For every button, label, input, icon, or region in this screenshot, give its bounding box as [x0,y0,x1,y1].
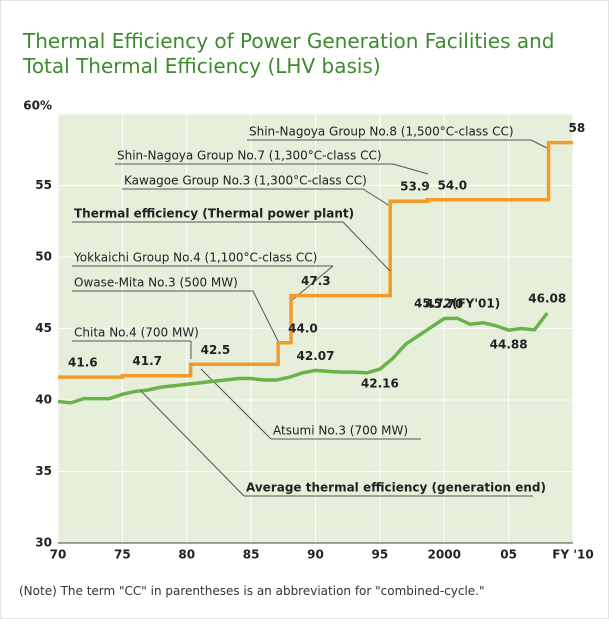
annotation: Kawagoe Group No.3 (1,300°C-class CC) [124,174,367,188]
x-tick-label: 90 [307,548,324,562]
data-label: 58 [569,121,586,135]
leader-line [140,390,245,497]
data-label: 54.0 [438,178,468,192]
leader-line [362,188,391,207]
annotation: Chita No.4 (700 MW) [74,326,199,340]
annotation: Owase-Mita No.3 (500 MW) [74,276,238,290]
series-line [58,140,573,379]
x-tick-label: 75 [114,548,131,562]
x-tick-label: 05 [500,548,517,562]
y-tick-label: 50 [35,250,52,264]
series-name: Average thermal efficiency (generation e… [246,481,546,495]
leader-line [530,139,550,150]
x-tick-label: 85 [243,548,260,562]
x-tick-label: 80 [178,548,195,562]
data-label: 41.7 [132,354,162,368]
data-label: 53.9 [400,180,430,194]
leader-line [252,290,279,342]
leader-line [342,221,391,272]
x-tick-label: 95 [372,548,389,562]
data-label: 47.3 [301,274,331,288]
annotation: Atsumi No.3 (700 MW) [273,424,408,438]
data-label: 42.07 [297,349,335,363]
note: (Note) The term "CC" in parentheses is a… [19,584,485,598]
y-tick-label: 40 [35,393,52,407]
x-tick-label: FY '10 [552,548,593,562]
y-tick-label: 45 [35,321,52,335]
y-tick-label: 35 [35,464,52,478]
data-label: 42.5 [201,343,231,357]
y-tick-label: 60% [23,99,52,113]
data-label: 44.0 [288,321,318,335]
y-tick-label: 30 [35,536,52,550]
data-label: 41.6 [68,356,98,370]
data-label: 45.72(FY'01) [414,297,500,311]
x-tick-label: 2000 [428,548,461,562]
chart-title: Thermal Efficiency of Power Generation F… [23,29,555,78]
data-label: 46.08 [528,292,566,306]
series-name: Thermal efficiency (Thermal power plant) [74,207,354,221]
y-tick-label: 55 [35,178,52,192]
annotation: Shin-Nagoya Group No.7 (1,300°C-class CC… [117,149,382,163]
leader-line [392,163,429,175]
data-label: 45.70 [425,297,463,311]
data-label: 42.16 [361,377,399,391]
data-label: 44.88 [490,338,528,352]
annotation: Yokkaichi Group No.4 (1,100°C-class CC) [73,251,317,265]
series-line [57,311,549,405]
annotation: Shin-Nagoya Group No.8 (1,500°C-class CC… [249,125,514,139]
x-tick-label: 70 [50,548,67,562]
